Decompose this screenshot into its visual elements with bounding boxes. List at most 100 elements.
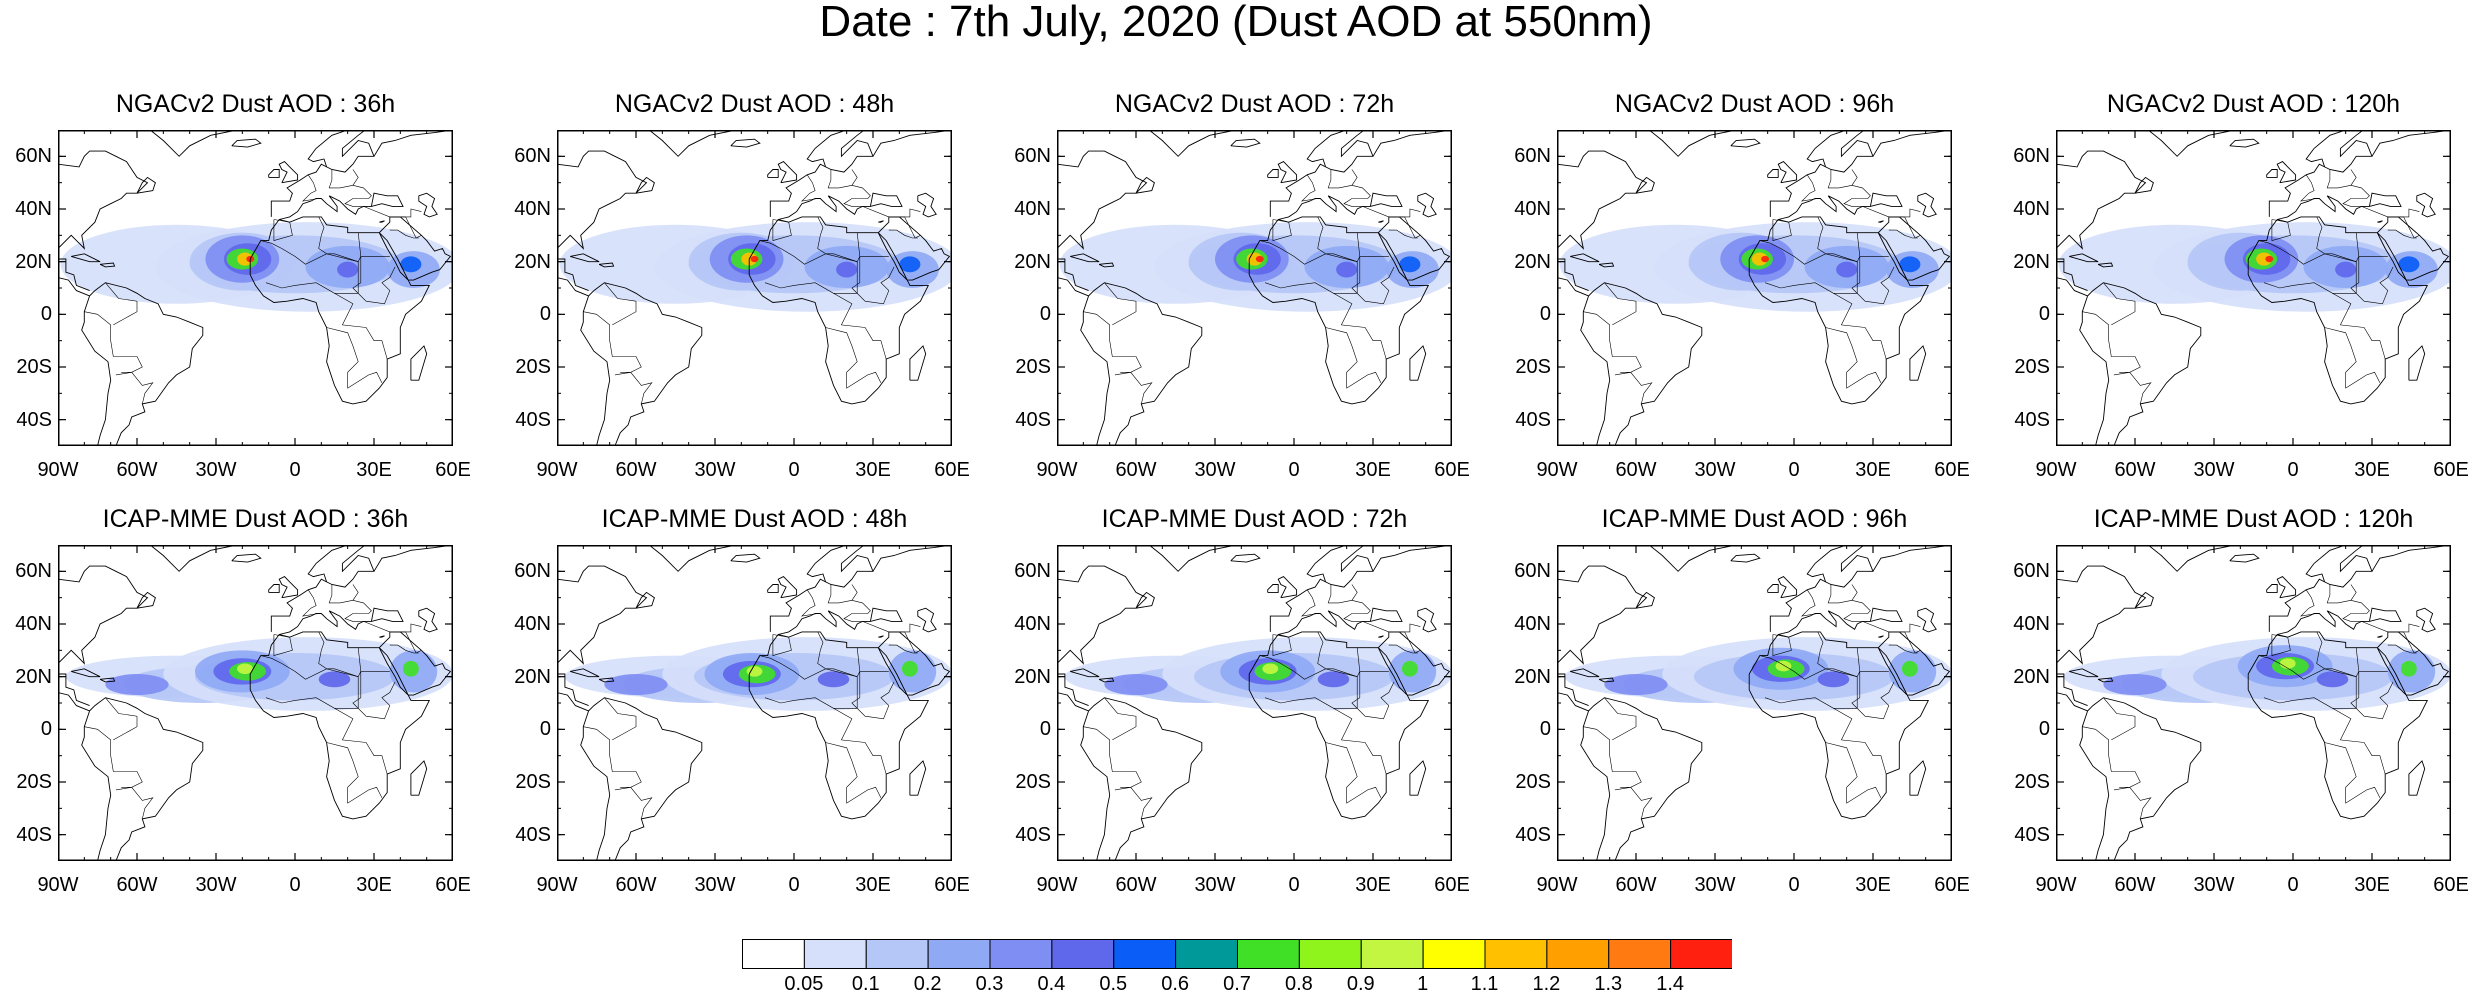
- coastline: [1767, 584, 1779, 593]
- country-border: [1843, 185, 1871, 207]
- lat-tick-label: 40S: [1015, 408, 1051, 431]
- coastline: [1557, 565, 1648, 665]
- coastline: [1135, 591, 1155, 609]
- aod-contour: [1336, 261, 1358, 278]
- country-border: [620, 372, 653, 404]
- coastline: [279, 192, 404, 220]
- lon-tick-label: 30E: [356, 874, 392, 896]
- coastline: [1557, 673, 1589, 712]
- coastline: [1767, 169, 1779, 178]
- country-border: [1801, 589, 1818, 617]
- coastline: [1878, 635, 1884, 638]
- lat-tick-label: 60N: [514, 145, 551, 168]
- coastline: [102, 130, 238, 157]
- country-border: [1325, 253, 1389, 263]
- country-border: [1333, 293, 1387, 360]
- coastline: [767, 169, 779, 178]
- country-border: [1817, 631, 1826, 670]
- aod-shading: [1559, 222, 1952, 312]
- panel-title: ICAP-MME Dust AOD : 96h: [1601, 505, 1908, 533]
- country-border: [2324, 327, 2381, 389]
- country-border: [888, 216, 921, 239]
- country-border: [1327, 169, 1358, 189]
- country-border: [1888, 644, 1918, 654]
- coastline: [2069, 668, 2099, 678]
- coastline: [1372, 545, 1452, 572]
- coastline: [268, 584, 280, 593]
- country-border: [2387, 631, 2420, 654]
- coastline: [557, 258, 589, 297]
- country-border: [1888, 216, 1921, 239]
- lat-tick-label: 60N: [1014, 560, 1051, 583]
- coastline: [2069, 253, 2099, 263]
- lat-tick-label: 60N: [1514, 145, 1551, 168]
- colorbar-swatch: [1484, 939, 1548, 969]
- aod-contour: [1817, 671, 1850, 688]
- lon-tick-label: 60E: [2433, 459, 2469, 481]
- lon-tick-label: 60W: [615, 459, 657, 481]
- coastline: [1230, 553, 1261, 563]
- lon-tick-label: 60E: [1434, 874, 1470, 896]
- lat-tick-label: 40S: [515, 823, 551, 846]
- lat-tick-label: 60N: [1514, 560, 1551, 583]
- coastline: [917, 192, 937, 218]
- panel-title: NGACv2 Dust AOD : 120h: [2106, 90, 2401, 118]
- colorbar-label: 1.4: [1656, 973, 1685, 995]
- lon-tick-label: 90W: [1536, 874, 1578, 896]
- lon-tick-label: 30E: [1355, 459, 1391, 481]
- colorbar: [742, 939, 1732, 969]
- country-border: [772, 219, 792, 241]
- lon-tick-label: 90W: [1036, 459, 1078, 481]
- coastline: [1748, 216, 1951, 405]
- colorbar-label: 0.6: [1161, 973, 1190, 995]
- lat-tick-label: 0: [2038, 718, 2050, 741]
- country-border: [105, 697, 138, 741]
- lon-tick-label: 30W: [1194, 874, 1236, 896]
- coastline: [777, 576, 798, 599]
- country-border: [604, 697, 637, 741]
- lon-tick-label: 30E: [855, 459, 891, 481]
- lon-tick-label: 30W: [694, 874, 736, 896]
- lon-tick-label: 0: [788, 874, 800, 896]
- dust-aod-map: [1057, 130, 1452, 446]
- country-border: [833, 293, 887, 360]
- country-border: [2324, 668, 2388, 678]
- country-border: [1388, 631, 1421, 654]
- country-border: [862, 206, 921, 218]
- lat-tick-label: 20N: [1514, 665, 1551, 688]
- country-border: [1333, 708, 1387, 775]
- country-border: [328, 584, 359, 604]
- country-border: [1583, 726, 1642, 791]
- country-border: [84, 311, 143, 376]
- lat-tick-label: 0: [1039, 303, 1051, 326]
- coastline: [1057, 258, 1089, 297]
- lat-tick-label: 20S: [2014, 771, 2050, 793]
- country-border: [389, 229, 419, 239]
- country-border: [825, 668, 889, 678]
- country-border: [843, 185, 871, 207]
- dust-aod-map: [2056, 545, 2451, 861]
- dust-aod-map: [1557, 545, 1952, 861]
- country-border: [2119, 372, 2152, 404]
- country-border: [326, 742, 383, 804]
- aod-contour: [899, 256, 921, 273]
- coastline: [2100, 545, 2236, 572]
- country-border: [352, 232, 396, 305]
- country-border: [1120, 787, 1153, 819]
- coastline: [1417, 607, 1437, 633]
- country-border: [121, 787, 154, 819]
- lat-tick-label: 40S: [1515, 408, 1551, 431]
- aod-contour: [604, 674, 668, 696]
- coastline: [2277, 192, 2402, 220]
- coastline: [1917, 192, 1937, 218]
- lon-tick-label: 30E: [855, 874, 891, 896]
- country-border: [1301, 589, 1318, 617]
- colorbar-label: 1: [1417, 973, 1429, 995]
- country-border: [851, 647, 895, 720]
- lon-tick-label: 90W: [1036, 874, 1078, 896]
- coastline: [601, 130, 737, 157]
- country-border: [273, 634, 293, 656]
- coastline: [1269, 130, 1374, 217]
- country-border: [817, 216, 826, 255]
- country-border: [825, 742, 882, 804]
